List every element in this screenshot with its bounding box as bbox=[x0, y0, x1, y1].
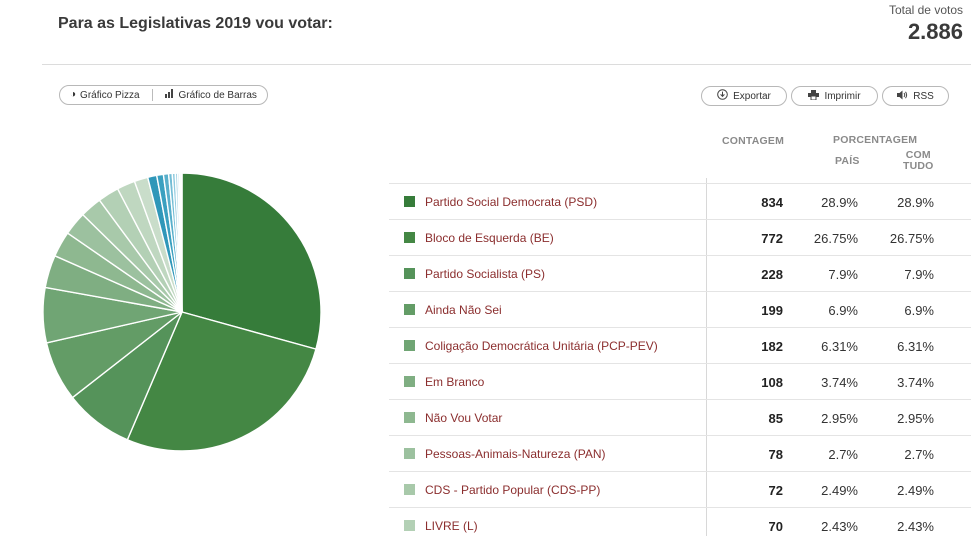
page-title: Para as Legislativas 2019 vou votar: bbox=[58, 15, 333, 32]
vote-count: 228 bbox=[761, 267, 783, 282]
percentage-country: 2.95% bbox=[821, 411, 858, 426]
pie-slice[interactable] bbox=[126, 311, 317, 452]
vote-count: 834 bbox=[761, 195, 783, 210]
party-link[interactable]: Pessoas-Animais-Natureza (PAN) bbox=[425, 447, 606, 461]
half-circle-icon: ◑ bbox=[70, 89, 77, 100]
legend-swatch bbox=[404, 340, 415, 351]
total-votes-label: Total de votos bbox=[888, 3, 963, 17]
party-link[interactable]: Bloco de Esquerda (BE) bbox=[425, 231, 554, 245]
table-row: Ainda Não Sei 199 6.9% 6.9% bbox=[389, 291, 971, 327]
percentage-all: 7.9% bbox=[904, 267, 934, 282]
percentage-all: 6.9% bbox=[904, 303, 934, 318]
rss-button-label: RSS bbox=[913, 90, 934, 102]
percentage-country: 6.31% bbox=[821, 339, 858, 354]
percentage-country: 2.49% bbox=[821, 483, 858, 498]
percentage-country: 2.43% bbox=[821, 519, 858, 534]
party-link[interactable]: Partido Socialista (PS) bbox=[425, 267, 546, 281]
print-button-label: Imprimir bbox=[824, 90, 861, 102]
party-link[interactable]: Partido Social Democrata (PSD) bbox=[425, 195, 598, 209]
party-link[interactable]: Coligação Democrática Unitária (PCP-PEV) bbox=[425, 339, 658, 353]
percentage-country: 28.9% bbox=[821, 195, 858, 210]
table-vertical-divider bbox=[706, 178, 707, 536]
table-row: Não Vou Votar 85 2.95% 2.95% bbox=[389, 399, 971, 435]
bar-chart-option-label: Gráfico de Barras bbox=[178, 89, 257, 101]
chart-type-toggle: ◑ Gráfico Pizza Gráfico de Barras bbox=[59, 85, 268, 105]
vote-count: 199 bbox=[761, 303, 783, 318]
table-row: LIVRE (L) 70 2.43% 2.43% bbox=[389, 507, 971, 543]
column-header-country: PAÍS bbox=[835, 155, 860, 167]
pie-chart bbox=[40, 170, 324, 454]
speaker-icon bbox=[897, 90, 908, 103]
party-link[interactable]: Em Branco bbox=[425, 375, 485, 389]
table-row: Bloco de Esquerda (BE) 772 26.75% 26.75% bbox=[389, 219, 971, 255]
party-link[interactable]: Não Vou Votar bbox=[425, 411, 503, 425]
column-header-with-all: COM TUDO bbox=[903, 150, 934, 172]
vote-count: 72 bbox=[768, 483, 783, 498]
table-row: Partido Socialista (PS) 228 7.9% 7.9% bbox=[389, 255, 971, 291]
vote-count: 78 bbox=[768, 447, 783, 462]
party-link[interactable]: Ainda Não Sei bbox=[425, 303, 502, 317]
percentage-all: 2.49% bbox=[897, 483, 934, 498]
column-header-percentage: PORCENTAGEM bbox=[833, 134, 918, 146]
percentage-country: 6.9% bbox=[828, 303, 858, 318]
legend-swatch bbox=[404, 232, 415, 243]
column-header-count: CONTAGEM bbox=[722, 135, 785, 147]
legend-swatch bbox=[404, 448, 415, 459]
percentage-all: 26.75% bbox=[889, 231, 934, 246]
export-button-label: Exportar bbox=[733, 90, 771, 102]
legend-swatch bbox=[404, 484, 415, 495]
vote-count: 70 bbox=[768, 519, 783, 534]
percentage-all: 3.74% bbox=[897, 375, 934, 390]
percentage-all: 2.95% bbox=[897, 411, 934, 426]
percentage-all: 6.31% bbox=[897, 339, 934, 354]
header-divider bbox=[42, 64, 971, 65]
table-row: Em Branco 108 3.74% 3.74% bbox=[389, 363, 971, 399]
legend-swatch bbox=[404, 304, 415, 315]
printer-icon bbox=[808, 89, 820, 103]
legend-swatch bbox=[404, 268, 415, 279]
column-header-with-all-line2: TUDO bbox=[903, 160, 934, 172]
column-header-with-all-line1: COM bbox=[905, 149, 931, 161]
results-table: Partido Social Democrata (PSD) 834 28.9% 28… bbox=[389, 183, 971, 543]
total-votes-value: 2.886 bbox=[907, 19, 963, 44]
table-row: Partido Social Democrata (PSD) 834 28.9% 28… bbox=[389, 183, 971, 219]
pie-chart-option[interactable]: ◑ Gráfico Pizza bbox=[70, 90, 140, 101]
percentage-all: 28.9% bbox=[897, 195, 934, 210]
pie-chart-option-label: Gráfico Pizza bbox=[80, 89, 140, 101]
export-icon bbox=[717, 89, 728, 103]
bar-chart-icon bbox=[164, 89, 175, 101]
party-link[interactable]: LIVRE (L) bbox=[425, 519, 478, 533]
percentage-country: 2.7% bbox=[828, 447, 858, 462]
bar-chart-option[interactable]: Gráfico de Barras bbox=[164, 89, 257, 101]
export-button[interactable]: Exportar bbox=[701, 86, 787, 106]
legend-swatch bbox=[404, 520, 415, 531]
legend-swatch bbox=[404, 196, 415, 207]
table-row: Pessoas-Animais-Natureza (PAN) 78 2.7% 2.7% bbox=[389, 435, 971, 471]
percentage-country: 7.9% bbox=[828, 267, 858, 282]
vote-count: 108 bbox=[761, 375, 783, 390]
pie-slice[interactable] bbox=[181, 172, 322, 350]
pie-slice[interactable] bbox=[180, 172, 183, 313]
rss-button[interactable]: RSS bbox=[882, 86, 949, 106]
vote-count: 772 bbox=[761, 231, 783, 246]
vote-count: 182 bbox=[761, 339, 783, 354]
print-button[interactable]: Imprimir bbox=[791, 86, 878, 106]
legend-swatch bbox=[404, 376, 415, 387]
party-link[interactable]: CDS - Partido Popular (CDS-PP) bbox=[425, 483, 601, 497]
legend-swatch bbox=[404, 412, 415, 423]
percentage-country: 3.74% bbox=[821, 375, 858, 390]
table-row: CDS - Partido Popular (CDS-PP) 72 2.49% 2.4… bbox=[389, 471, 971, 507]
vote-count: 85 bbox=[768, 411, 783, 426]
percentage-all: 2.7% bbox=[904, 447, 934, 462]
toggle-separator bbox=[151, 89, 153, 101]
percentage-country: 26.75% bbox=[813, 231, 858, 246]
pie-chart-svg bbox=[42, 172, 322, 452]
percentage-all: 2.43% bbox=[897, 519, 934, 534]
table-row: Coligação Democrática Unitária (PCP-PEV)… bbox=[389, 327, 971, 363]
